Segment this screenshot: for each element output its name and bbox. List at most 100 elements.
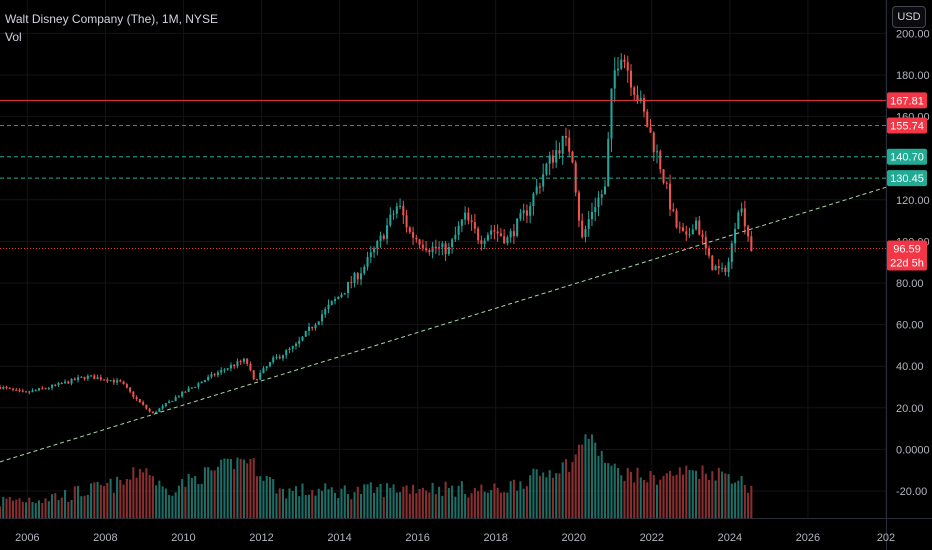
trendline-layer[interactable] [0,186,887,463]
candle-body[interactable] [233,364,236,367]
candle-body[interactable] [307,326,311,331]
candle-body[interactable] [545,163,548,175]
candle-body[interactable] [610,88,613,139]
candle-body[interactable] [477,228,480,241]
candle-body[interactable] [148,408,151,412]
candle-body[interactable] [581,220,584,238]
candle-body[interactable] [93,375,96,380]
candle-body[interactable] [734,228,737,244]
candle-body[interactable] [571,151,574,163]
candle-body[interactable] [15,389,18,391]
candle-body[interactable] [70,378,73,384]
candle-body[interactable] [187,388,190,392]
candle-body[interactable] [434,246,437,249]
candle-body[interactable] [564,135,567,138]
candle-body[interactable] [314,324,317,329]
candle-body[interactable] [216,372,219,376]
candle-body[interactable] [724,267,727,273]
candle-body[interactable] [747,226,750,237]
candle-body[interactable] [64,381,67,384]
candle-body[interactable] [659,151,662,170]
candle-body[interactable] [28,391,31,393]
candle-body[interactable] [112,380,115,383]
candle-body[interactable] [714,266,717,271]
candle-body[interactable] [607,138,610,187]
candle-body[interactable] [402,205,405,216]
candle-body[interactable] [522,210,525,214]
candle-body[interactable] [190,387,193,389]
candle-body[interactable] [34,390,37,392]
candle-body[interactable] [281,355,284,359]
candle-body[interactable] [386,225,389,239]
candle-body[interactable] [708,248,711,256]
candle-body[interactable] [327,304,330,310]
candle-body[interactable] [340,294,343,297]
candle-body[interactable] [360,273,363,280]
candle-body[interactable] [483,240,486,244]
candle-body[interactable] [220,369,223,373]
candle-body[interactable] [350,282,353,284]
candle-body[interactable] [574,162,577,193]
candle-body[interactable] [142,402,145,405]
candle-body[interactable] [597,197,600,208]
candle-body[interactable] [412,232,415,238]
candle-body[interactable] [431,246,434,253]
candle-body[interactable] [90,375,93,377]
candle-body[interactable] [285,350,288,356]
candle-body[interactable] [649,127,652,133]
candle-body[interactable] [516,218,519,237]
candle-body[interactable] [155,411,158,414]
candle-body[interactable] [207,376,210,381]
candle-body[interactable] [473,222,476,229]
candle-body[interactable] [44,388,47,390]
candle-body[interactable] [519,213,522,219]
candle-body[interactable] [194,386,197,388]
candle-body[interactable] [242,358,245,362]
candle-body[interactable] [470,220,473,223]
candle-body[interactable] [67,381,70,384]
candle-body[interactable] [577,192,580,221]
candle-body[interactable] [558,150,561,154]
candle-body[interactable] [584,228,587,238]
candle-body[interactable] [730,243,733,263]
candle-body[interactable] [252,370,255,380]
candle-body[interactable] [311,326,314,329]
candle-body[interactable] [125,384,128,388]
candle-body[interactable] [109,380,112,382]
candle-body[interactable] [535,186,538,194]
candle-body[interactable] [346,282,350,294]
candle-body[interactable] [590,212,593,220]
candle-body[interactable] [665,182,668,184]
candle-body[interactable] [31,390,34,393]
candle-body[interactable] [363,266,366,274]
candle-body[interactable] [330,301,333,305]
candle-body[interactable] [457,225,460,235]
candle-body[interactable] [229,364,232,369]
candle-body[interactable] [236,361,239,367]
candle-body[interactable] [415,237,418,240]
candle-body[interactable] [691,229,694,235]
candle-body[interactable] [161,405,164,409]
candle-body[interactable] [506,237,509,244]
candle-body[interactable] [177,396,180,398]
candle-body[interactable] [695,220,698,230]
candle-body[interactable] [333,299,337,302]
candle-body[interactable] [369,252,372,257]
candle-body[interactable] [145,404,148,409]
candle-body[interactable] [265,366,268,369]
candle-body[interactable] [496,231,499,234]
candle-body[interactable] [551,155,554,163]
support-trendline[interactable] [0,186,887,463]
candle-body[interactable] [623,59,626,63]
candle-body[interactable] [77,377,80,381]
candle-body[interactable] [626,62,629,71]
candle-body[interactable] [41,388,44,390]
candle-body[interactable] [304,330,307,337]
candle-body[interactable] [408,227,411,233]
candle-body[interactable] [418,239,421,245]
candle-body[interactable] [2,387,5,389]
candle-body[interactable] [60,382,63,384]
candle-body[interactable] [711,255,714,271]
candle-body[interactable] [438,247,441,249]
candle-body[interactable] [688,234,691,236]
